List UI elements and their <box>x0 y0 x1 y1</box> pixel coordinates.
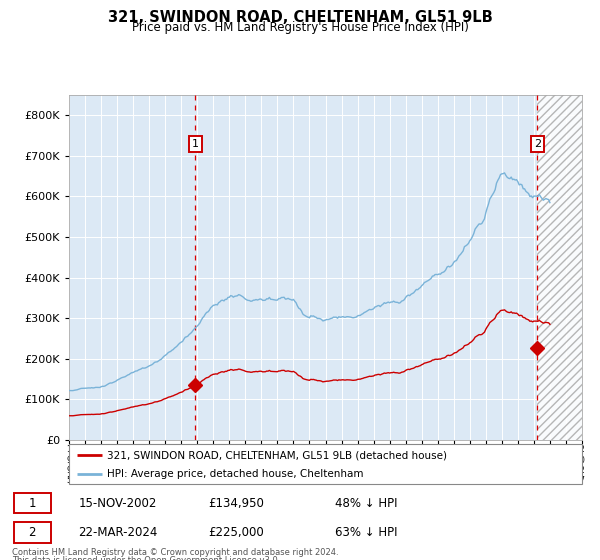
Text: £225,000: £225,000 <box>208 526 263 539</box>
Bar <box>538 95 582 440</box>
Text: 321, SWINDON ROAD, CHELTENHAM, GL51 9LB (detached house): 321, SWINDON ROAD, CHELTENHAM, GL51 9LB … <box>107 450 448 460</box>
Text: 63% ↓ HPI: 63% ↓ HPI <box>335 526 397 539</box>
Text: 48% ↓ HPI: 48% ↓ HPI <box>335 497 397 510</box>
Text: 2: 2 <box>534 139 541 149</box>
Text: 22-MAR-2024: 22-MAR-2024 <box>78 526 158 539</box>
FancyBboxPatch shape <box>14 493 51 514</box>
Text: 1: 1 <box>192 139 199 149</box>
Text: 2: 2 <box>28 526 36 539</box>
Text: 15-NOV-2002: 15-NOV-2002 <box>78 497 157 510</box>
Text: £134,950: £134,950 <box>208 497 264 510</box>
Text: Contains HM Land Registry data © Crown copyright and database right 2024.: Contains HM Land Registry data © Crown c… <box>12 548 338 557</box>
Text: This data is licensed under the Open Government Licence v3.0.: This data is licensed under the Open Gov… <box>12 556 280 560</box>
Text: Price paid vs. HM Land Registry's House Price Index (HPI): Price paid vs. HM Land Registry's House … <box>131 21 469 34</box>
Text: 321, SWINDON ROAD, CHELTENHAM, GL51 9LB: 321, SWINDON ROAD, CHELTENHAM, GL51 9LB <box>107 10 493 25</box>
FancyBboxPatch shape <box>14 522 51 543</box>
Text: HPI: Average price, detached house, Cheltenham: HPI: Average price, detached house, Chel… <box>107 469 364 479</box>
Text: 1: 1 <box>28 497 36 510</box>
